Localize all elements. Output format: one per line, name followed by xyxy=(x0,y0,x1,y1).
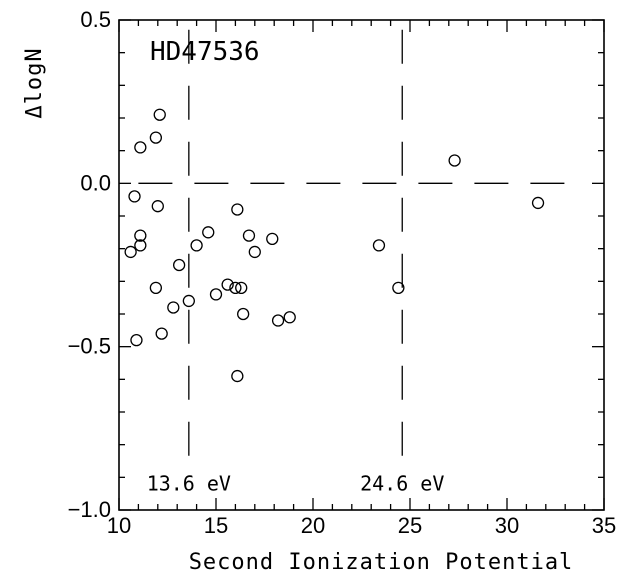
reference-line-label: 13.6 eV xyxy=(147,471,231,495)
data-point xyxy=(134,141,147,154)
data-point xyxy=(124,245,137,259)
data-point xyxy=(231,203,244,216)
data-point xyxy=(167,301,180,314)
data-point xyxy=(229,281,242,295)
axis-ticks xyxy=(118,19,605,511)
y-tick-label: −1.0 xyxy=(68,497,111,522)
y-tick-label: 0.0 xyxy=(80,170,111,195)
x-tick-label: 35 xyxy=(592,513,616,538)
data-point xyxy=(209,288,223,301)
data-point xyxy=(392,281,405,295)
data-point xyxy=(237,307,250,321)
chart-title: HD47536 xyxy=(150,37,260,67)
x-tick-label: 20 xyxy=(301,513,325,538)
data-point xyxy=(155,327,168,340)
data-point xyxy=(151,200,164,213)
data-point xyxy=(283,311,296,324)
plot-frame xyxy=(118,19,605,511)
data-point xyxy=(134,229,147,242)
data-point xyxy=(128,190,141,203)
data-point xyxy=(153,108,166,121)
y-tick-label: −0.5 xyxy=(68,334,111,359)
data-point xyxy=(190,239,203,252)
data-points xyxy=(124,108,545,383)
data-point xyxy=(221,278,234,291)
x-tick-label: 10 xyxy=(107,513,131,538)
y-tick-label: 0.5 xyxy=(80,7,111,32)
y-axis-label: ΔlogN xyxy=(22,47,47,118)
data-point xyxy=(531,196,545,210)
data-point xyxy=(448,154,461,167)
data-point xyxy=(242,229,256,242)
x-tick-label: 15 xyxy=(204,513,228,538)
data-point xyxy=(130,333,143,347)
data-point xyxy=(134,239,147,252)
x-tick-label: 30 xyxy=(495,513,519,538)
data-point xyxy=(372,239,386,252)
data-point xyxy=(149,131,163,144)
data-point xyxy=(182,294,195,308)
data-point xyxy=(266,232,279,246)
x-axis-label: Second Ionization Potential xyxy=(189,550,574,575)
data-point xyxy=(248,245,261,259)
x-tick-label: 25 xyxy=(398,513,422,538)
data-point xyxy=(271,314,285,327)
data-point xyxy=(235,281,248,295)
reference-lines xyxy=(138,29,566,458)
data-point xyxy=(202,226,215,239)
tick-labels: 10 15 20 25 30 35 −1.0 −0.5 0.0 0.5 xyxy=(68,7,617,538)
data-point xyxy=(149,281,163,295)
data-point xyxy=(231,369,244,383)
reference-line-label: 24.6 eV xyxy=(360,471,444,495)
data-point xyxy=(172,258,186,272)
reference-labels: 13.6 eV 24.6 eV xyxy=(147,471,445,495)
